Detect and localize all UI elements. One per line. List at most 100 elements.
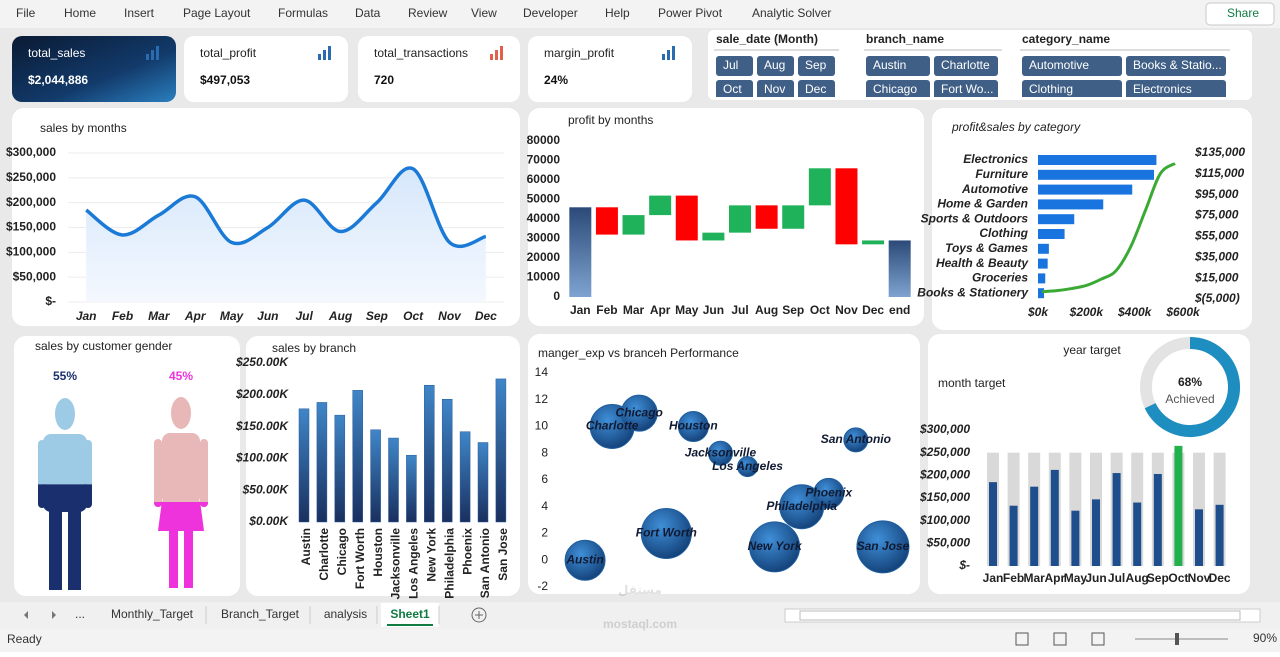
donut-center [1153, 350, 1227, 424]
sheet-tab[interactable]: Sheet1 [390, 607, 430, 621]
slicer-button[interactable] [757, 80, 794, 100]
bubble [640, 508, 692, 559]
slicer-button[interactable] [757, 56, 794, 76]
chart-title: profit&sales by category [951, 120, 1081, 134]
ribbon-tab: Insert [124, 6, 155, 20]
x-tick-label: Dec [475, 309, 497, 323]
y-tick-label: 4 [541, 499, 548, 513]
bubble [749, 521, 801, 573]
sheet-tab-active[interactable] [381, 603, 439, 627]
slicer-item[interactable]: Aug [764, 58, 785, 72]
add-sheet[interactable] [471, 607, 487, 623]
page-layout-view[interactable] [1053, 632, 1067, 646]
page-break-view[interactable] [1091, 632, 1105, 646]
y-tick-label: 12 [535, 392, 549, 406]
slicer-item[interactable]: Chicago [873, 82, 917, 96]
slicer-button[interactable] [1126, 56, 1226, 76]
area-fill [86, 167, 486, 302]
x-tick-label: New York [424, 528, 438, 582]
slicer-item[interactable]: Austin [873, 58, 906, 72]
y-tick-label: $150,000 [919, 490, 970, 504]
slicer-item[interactable]: Books & Statio... [1133, 58, 1222, 72]
slicer-button[interactable] [798, 80, 835, 100]
x-tick-label: Nov [835, 303, 858, 317]
slicer-button[interactable] [716, 80, 753, 100]
y-tick-label: 2 [541, 526, 548, 540]
category-label: Groceries [972, 271, 1028, 285]
bubble [707, 440, 733, 466]
sheet-tab[interactable]: Monthly_Target [111, 607, 194, 621]
share-label[interactable]: Share [1227, 6, 1259, 20]
sheet-tab[interactable]: analysis [324, 607, 367, 621]
kpi-value: 24% [544, 73, 568, 87]
ribbon-tab: File [16, 6, 36, 20]
zoom-thumb[interactable] [1175, 633, 1179, 645]
sheet-tab-underline [387, 624, 433, 626]
x-tick-label: Jul [731, 303, 748, 317]
slicer-item[interactable]: Dec [805, 82, 826, 96]
x-tick-label: Feb [1003, 571, 1024, 585]
y-tick-label: $- [45, 294, 56, 308]
share-button[interactable] [1205, 2, 1275, 26]
figure-head [55, 398, 75, 430]
bubble [564, 539, 606, 581]
slicer-button[interactable] [716, 56, 753, 76]
slicer-item[interactable]: Electronics [1133, 82, 1192, 96]
slicer-item[interactable]: Fort Wo... [941, 82, 993, 96]
bubble-label: San Antonio [821, 432, 891, 446]
y-tick-label: $200,000 [6, 195, 56, 209]
slicer-item[interactable]: Sep [805, 58, 827, 72]
kpi-icon [146, 54, 149, 60]
figure-leg [169, 531, 178, 588]
x-tick-label: Feb [596, 303, 617, 317]
sheet-tab[interactable]: Branch_Target [221, 607, 300, 621]
bar [1038, 273, 1046, 284]
chart-title: sales by customer gender [35, 339, 172, 353]
bubble-label: San Jose [857, 539, 910, 553]
waterfall-bar [649, 195, 672, 216]
h-scroll-thumb[interactable] [799, 610, 1241, 621]
bar [370, 429, 381, 523]
slicer-button[interactable] [934, 56, 998, 76]
bubble-label: New York [748, 539, 803, 553]
ribbon-tab: Home [64, 6, 96, 20]
slicer-button[interactable] [1022, 56, 1122, 76]
slicer-item[interactable]: Jul [723, 58, 738, 72]
waterfall-bar [569, 207, 592, 297]
slicer-item[interactable]: Clothing [1029, 82, 1073, 96]
kpi-card [358, 36, 520, 102]
x-tick-label: Jun [703, 303, 724, 317]
y-tick-label: $100,000 [6, 245, 56, 259]
bubble [677, 411, 709, 442]
slicer-item[interactable]: Oct [723, 82, 742, 96]
bar [334, 414, 346, 523]
x-tick-label: end [889, 303, 910, 317]
bubble [620, 394, 658, 432]
slicer-button[interactable] [866, 80, 930, 100]
waterfall-bar [835, 168, 858, 245]
x-tick-label: Apr [650, 303, 671, 317]
slicer-button[interactable] [798, 56, 835, 76]
y2-tick-label: $35,000 [1194, 249, 1239, 263]
kpi-icon [672, 46, 675, 60]
slicer-button[interactable] [1022, 80, 1122, 100]
x-tick-label: Phoenix [460, 528, 474, 575]
normal-view[interactable] [1015, 632, 1029, 646]
actual-bar [1215, 504, 1224, 566]
ribbon-tab: Review [408, 6, 448, 20]
actual-bar [1030, 486, 1039, 566]
y-tick-label: $100.00K [235, 451, 289, 465]
actual-bar [1153, 473, 1162, 566]
slicer-item[interactable]: Nov [764, 82, 785, 96]
waterfall-bar [595, 207, 618, 235]
slicer-item[interactable]: Automotive [1029, 58, 1089, 72]
slicer-button[interactable] [1126, 80, 1226, 100]
chart-title: sales by months [40, 121, 127, 135]
slicer-item[interactable]: Charlotte [941, 58, 990, 72]
waterfall-bar [888, 240, 911, 297]
x-tick-label: Oct [403, 309, 424, 323]
slicer-button[interactable] [934, 80, 998, 100]
slicer-button[interactable] [866, 56, 930, 76]
donut-arc [1144, 337, 1240, 437]
waterfall-bar [755, 205, 778, 229]
